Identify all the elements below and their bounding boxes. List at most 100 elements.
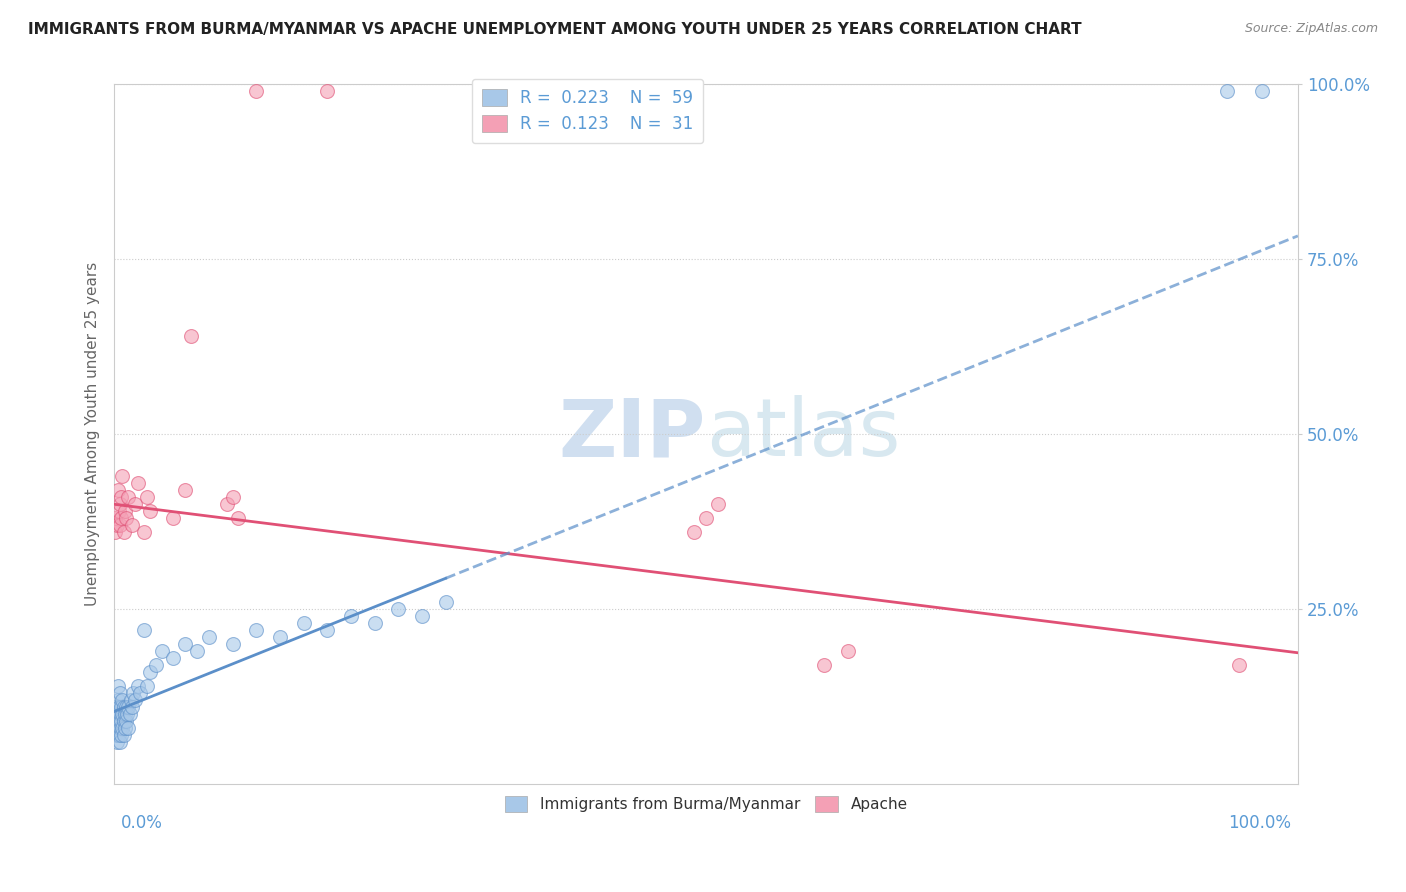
Point [110, 511, 132, 525]
Point [292, 615, 315, 630]
Text: IMMIGRANTS FROM BURMA/MYANMAR VS APACHE UNEMPLOYMENT AMONG YOUTH UNDER 25 YEARS : IMMIGRANTS FROM BURMA/MYANMAR VS APACHE … [28, 22, 1081, 37]
Point [108, 497, 131, 511]
Point [215, 497, 238, 511]
Point [104, 728, 127, 742]
Point [411, 609, 433, 624]
Point [340, 609, 363, 624]
Point [107, 693, 129, 707]
Point [111, 706, 134, 721]
Point [111, 693, 134, 707]
Point [228, 511, 250, 525]
Point [115, 706, 138, 721]
Point [112, 699, 135, 714]
Point [108, 699, 131, 714]
Point [813, 657, 835, 672]
Point [104, 714, 127, 728]
Point [1251, 85, 1274, 99]
Point [150, 644, 173, 658]
Point [269, 630, 291, 644]
Text: Source: ZipAtlas.com: Source: ZipAtlas.com [1244, 22, 1378, 36]
Point [221, 637, 243, 651]
Point [120, 693, 142, 707]
Point [316, 623, 339, 637]
Point [111, 721, 134, 735]
Point [121, 699, 143, 714]
Point [108, 721, 131, 735]
Point [110, 714, 132, 728]
Point [108, 686, 131, 700]
Point [108, 728, 131, 742]
Point [114, 706, 136, 721]
Point [136, 679, 159, 693]
Point [162, 651, 184, 665]
Point [115, 511, 138, 525]
Point [110, 490, 132, 504]
Point [105, 706, 128, 721]
Point [707, 497, 730, 511]
Point [124, 693, 146, 707]
Y-axis label: Unemployment Among Youth under 25 years: Unemployment Among Youth under 25 years [86, 262, 100, 607]
Point [114, 721, 136, 735]
Point [117, 490, 139, 504]
Point [186, 644, 208, 658]
Point [198, 630, 221, 644]
Point [117, 699, 139, 714]
Point [132, 623, 155, 637]
Legend: Immigrants from Burma/Myanmar, Apache: Immigrants from Burma/Myanmar, Apache [498, 790, 914, 818]
Point [107, 679, 129, 693]
Point [105, 721, 128, 735]
Point [111, 469, 134, 483]
Point [107, 714, 129, 728]
Point [127, 679, 149, 693]
Point [105, 735, 128, 749]
Point [174, 483, 197, 497]
Point [683, 524, 706, 539]
Point [118, 706, 141, 721]
Point [108, 504, 131, 518]
Point [837, 644, 859, 658]
Point [108, 706, 131, 721]
Text: 0.0%: 0.0% [121, 814, 163, 832]
Point [136, 490, 159, 504]
Point [104, 699, 127, 714]
Text: 100.0%: 100.0% [1227, 814, 1291, 832]
Point [114, 504, 136, 518]
Point [245, 85, 267, 99]
Point [145, 657, 167, 672]
Point [115, 699, 138, 714]
Point [127, 476, 149, 491]
Point [108, 735, 131, 749]
Point [115, 714, 138, 728]
Point [138, 665, 160, 679]
Point [122, 686, 145, 700]
Point [117, 721, 139, 735]
Point [162, 511, 184, 525]
Point [695, 511, 717, 525]
Point [107, 728, 129, 742]
Point [221, 490, 243, 504]
Point [132, 524, 155, 539]
Point [104, 511, 127, 525]
Text: atlas: atlas [706, 395, 900, 473]
Point [316, 85, 339, 99]
Point [107, 483, 129, 497]
Point [138, 504, 160, 518]
Point [112, 524, 135, 539]
Point [110, 728, 132, 742]
Point [108, 518, 131, 533]
Point [104, 524, 127, 539]
Point [1216, 85, 1239, 99]
Point [110, 699, 132, 714]
Point [112, 728, 135, 742]
Point [108, 714, 131, 728]
Point [434, 595, 457, 609]
Point [180, 329, 202, 343]
Point [1227, 657, 1250, 672]
Point [121, 518, 143, 533]
Point [105, 518, 128, 533]
Point [387, 602, 409, 616]
Point [174, 637, 197, 651]
Point [124, 497, 146, 511]
Point [363, 615, 385, 630]
Point [112, 714, 135, 728]
